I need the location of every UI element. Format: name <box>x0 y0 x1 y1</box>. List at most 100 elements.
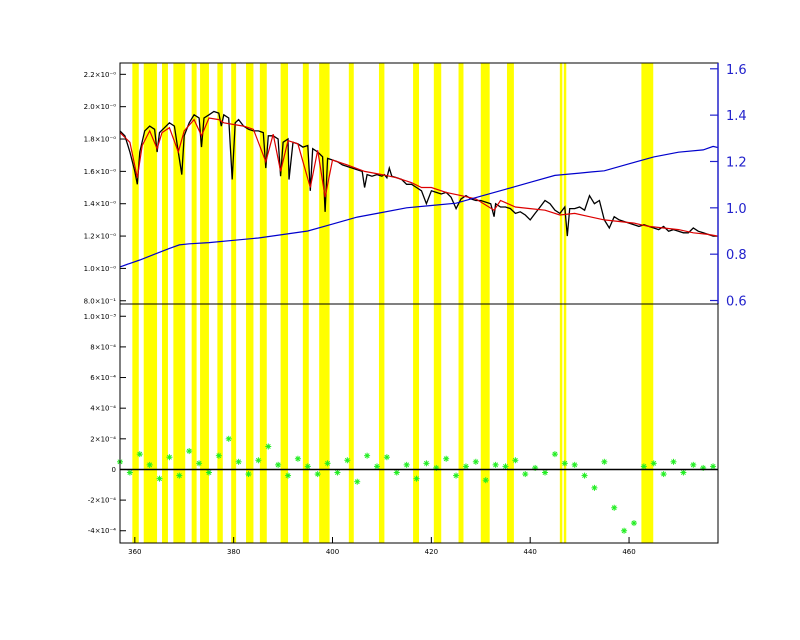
residual-point <box>146 461 153 468</box>
residual-point <box>373 463 380 470</box>
top-y-tick-label: 1.0×10⁻⁰ <box>84 265 117 273</box>
residual-point <box>542 469 549 476</box>
bottom-y-tick-group: -4×10⁻⁴ -2×10⁻⁴ 0 2×10⁻⁴ 4×10⁻⁴ 6×10⁻⁴ 8×10⁻⁴ 1… <box>84 313 126 535</box>
bottom-masked-band <box>132 304 139 543</box>
residual-point <box>630 520 637 527</box>
residual-point <box>443 455 450 462</box>
right-axis-curve-line <box>119 145 719 268</box>
bottom-masked-band <box>173 304 186 543</box>
residual-point <box>334 469 341 476</box>
bottom-masked-band <box>348 304 354 543</box>
top-masked-band <box>563 63 567 304</box>
bottom-masked-band <box>641 304 654 543</box>
bottom-plot-frame <box>119 303 719 544</box>
residual-point <box>383 454 390 461</box>
residual-point <box>621 527 628 534</box>
residual-point <box>156 475 163 482</box>
top-y-tick-label: 1.2×10⁻⁰ <box>84 233 117 241</box>
residual-point <box>265 443 272 450</box>
top-y-tick-label: 1.4×10⁻⁰ <box>84 200 117 208</box>
residual-point <box>660 471 667 478</box>
bottom-y-tick-label: 0 <box>112 466 116 474</box>
residual-point <box>482 477 489 484</box>
bottom-x-tick-label: 440 <box>524 548 537 556</box>
top-y-tick-label: 1.6×10⁻⁰ <box>84 168 117 176</box>
bottom-y-tick-label: 8×10⁻⁴ <box>90 343 116 351</box>
residual-point <box>413 475 420 482</box>
residual-point <box>245 471 252 478</box>
bottom-masked-band <box>378 304 385 543</box>
residual-point <box>601 458 608 465</box>
residual-point <box>364 452 371 459</box>
residual-point <box>640 463 647 470</box>
bottom-masked-band <box>217 304 223 543</box>
residual-point <box>186 448 193 455</box>
top-masked-band <box>302 63 309 304</box>
right-y-tick-label: 1.6 <box>726 63 747 78</box>
residual-point <box>304 463 311 470</box>
top-masked-band <box>217 63 223 304</box>
residual-point <box>275 461 282 468</box>
top-y-tick-label: 8.0×10⁻¹ <box>84 297 117 305</box>
top-masked-band <box>506 63 514 304</box>
residual-point <box>324 460 331 467</box>
residual-point <box>403 461 410 468</box>
top-masked-band <box>173 63 186 304</box>
bottom-masked-band <box>563 304 567 543</box>
top-masked-band <box>280 63 289 304</box>
bottom-x-tick-label: 400 <box>326 548 339 556</box>
top-right-tick-group: 0.6 0.8 1.0 1.2 1.4 1.6 <box>710 63 747 310</box>
top-masked-band <box>200 63 209 304</box>
bottom-masked-band <box>319 304 330 543</box>
top-masked-band <box>480 63 490 304</box>
top-masked-band <box>433 63 442 304</box>
residual-point <box>285 472 292 479</box>
residual-point <box>344 457 351 464</box>
right-y-tick-label: 0.8 <box>726 248 747 263</box>
residual-point <box>571 461 578 468</box>
observed-spectrum-line <box>119 110 718 237</box>
residual-point <box>512 457 519 464</box>
residual-point <box>423 460 430 467</box>
residual-point <box>126 469 133 476</box>
bottom-band-group <box>132 304 654 543</box>
bottom-masked-band <box>200 304 209 543</box>
bottom-point-group <box>117 435 718 534</box>
bottom-x-tick-label: 380 <box>227 548 240 556</box>
top-masked-band <box>559 63 563 304</box>
residual-point <box>690 461 697 468</box>
top-masked-band <box>641 63 654 304</box>
bottom-y-tick-label: -2×10⁻⁴ <box>88 497 116 505</box>
bottom-masked-band <box>246 304 254 543</box>
bottom-x-tick-group: 360 380 400 420 440 460 <box>128 537 636 556</box>
residual-point <box>225 435 232 442</box>
residual-point <box>670 458 677 465</box>
top-masked-band <box>458 63 464 304</box>
bottom-masked-band <box>506 304 514 543</box>
bottom-y-tick-label: 2×10⁻⁴ <box>90 435 116 443</box>
top-masked-band <box>143 63 158 304</box>
bottom-masked-band <box>433 304 442 543</box>
bottom-y-tick-label: 1.0×10⁻³ <box>84 313 117 321</box>
residual-point <box>166 454 173 461</box>
bottom-masked-band <box>143 304 158 543</box>
bottom-masked-band <box>480 304 490 543</box>
bottom-masked-band <box>413 304 419 543</box>
bottom-masked-band <box>559 304 563 543</box>
residual-point <box>462 463 469 470</box>
bottom-panel: -4×10⁻⁴ -2×10⁻⁴ 0 2×10⁻⁴ 4×10⁻⁴ 6×10⁻⁴ 8×10⁻⁴ 1… <box>84 303 719 556</box>
residual-point <box>710 463 717 470</box>
model-fit-line <box>119 117 719 237</box>
bottom-masked-band <box>191 304 197 543</box>
bottom-y-tick-label: 4×10⁻⁴ <box>90 405 116 413</box>
residual-point <box>393 469 400 476</box>
residual-point <box>591 484 598 491</box>
residual-point <box>611 504 618 511</box>
residual-point <box>235 458 242 465</box>
residual-point <box>492 461 499 468</box>
top-masked-band <box>191 63 197 304</box>
right-y-tick-label: 1.0 <box>726 202 747 217</box>
bottom-x-tick-label: 360 <box>128 548 141 556</box>
residual-point <box>551 451 558 458</box>
top-masked-band <box>348 63 354 304</box>
